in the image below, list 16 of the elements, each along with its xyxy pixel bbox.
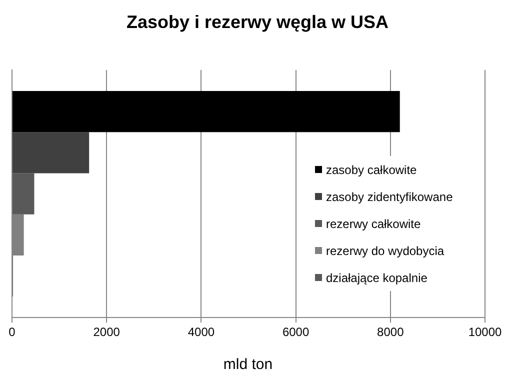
bar <box>12 132 90 174</box>
legend-label: rezerwy całkowite <box>326 216 421 230</box>
x-axis-title: mld ton <box>222 356 274 373</box>
x-tick-label: 0 <box>8 325 16 340</box>
bar <box>12 91 400 132</box>
bar <box>12 173 34 214</box>
legend-label: zasoby całkowite <box>326 162 417 176</box>
x-tick-label: 2000 <box>93 325 120 340</box>
x-tick-label: 8000 <box>377 325 404 340</box>
legend-label: zasoby zidentyfikowane <box>326 190 453 204</box>
x-tick-label: 6000 <box>282 325 310 340</box>
x-tick-label: 10000 <box>468 325 502 340</box>
legend-label: rezerwy do wydobycia <box>326 244 444 258</box>
legend-label: działające kopalnie <box>326 270 428 284</box>
chart-title: Zasoby i rezerwy węgla w USA <box>125 12 390 33</box>
x-tick-label: 4000 <box>188 325 215 340</box>
